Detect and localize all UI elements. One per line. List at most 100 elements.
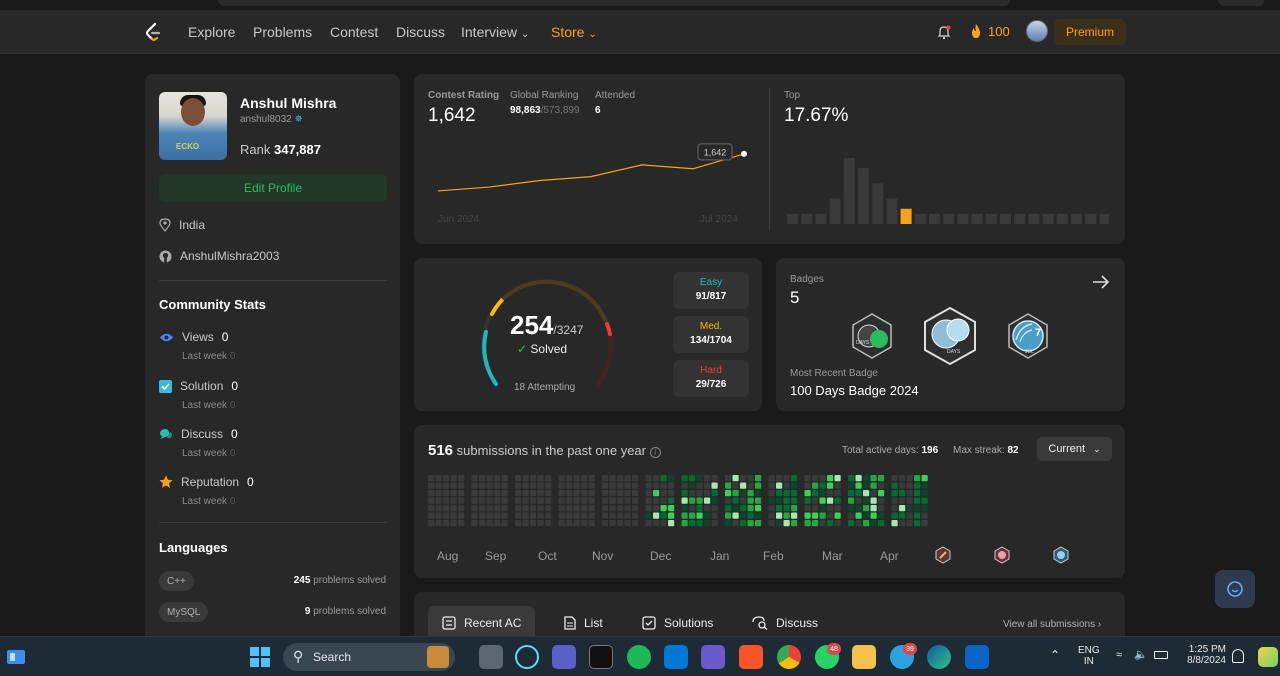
heatmap-cell[interactable] — [501, 505, 508, 512]
heatmap-cell[interactable] — [725, 512, 732, 519]
lang-tag-mysql[interactable]: MySQL — [159, 602, 209, 622]
heatmap-cell[interactable] — [870, 512, 877, 519]
heatmap-cell[interactable] — [878, 497, 885, 504]
heatmap-cell[interactable] — [711, 497, 718, 504]
month-badge-icon[interactable] — [1052, 546, 1070, 564]
heatmap-cell[interactable] — [588, 482, 595, 489]
heatmap-cell[interactable] — [522, 497, 529, 504]
heatmap-cell[interactable] — [428, 490, 435, 497]
clock[interactable]: 1:25 PM 8/8/2024 — [1180, 644, 1226, 666]
heatmap-cell[interactable] — [804, 505, 811, 512]
difficulty-easy[interactable]: Easy 91/817 — [673, 272, 749, 309]
heatmap-cell[interactable] — [450, 497, 457, 504]
heatmap-cell[interactable] — [704, 490, 711, 497]
edit-profile-button[interactable]: Edit Profile — [159, 174, 387, 202]
heatmap-cell[interactable] — [428, 475, 435, 482]
heatmap-cell[interactable] — [732, 512, 739, 519]
heatmap-cell[interactable] — [747, 497, 754, 504]
heatmap-cell[interactable] — [863, 475, 870, 482]
heatmap-cell[interactable] — [834, 475, 841, 482]
heatmap-cell[interactable] — [479, 497, 486, 504]
heatmap-cell[interactable] — [588, 512, 595, 519]
heatmap-cell[interactable] — [848, 520, 855, 527]
heatmap-cell[interactable] — [906, 520, 913, 527]
heatmap-cell[interactable] — [899, 520, 906, 527]
heatmap-cell[interactable] — [486, 490, 493, 497]
widgets-icon[interactable] — [6, 649, 26, 665]
heatmap-cell[interactable] — [522, 482, 529, 489]
heatmap-cell[interactable] — [891, 512, 898, 519]
edge-icon[interactable] — [927, 645, 951, 669]
heatmap-cell[interactable] — [783, 475, 790, 482]
heatmap-cell[interactable] — [921, 497, 928, 504]
heatmap-cell[interactable] — [545, 505, 552, 512]
heatmap-cell[interactable] — [435, 520, 442, 527]
heatmap-cell[interactable] — [458, 475, 465, 482]
heatmap-cell[interactable] — [812, 482, 819, 489]
heatmap-cell[interactable] — [617, 482, 624, 489]
heatmap-cell[interactable] — [632, 497, 639, 504]
heatmap-cell[interactable] — [443, 490, 450, 497]
heatmap-cell[interactable] — [725, 497, 732, 504]
heatmap-cell[interactable] — [711, 505, 718, 512]
heatmap-cell[interactable] — [581, 482, 588, 489]
heatmap-cell[interactable] — [515, 490, 522, 497]
heatmap-cell[interactable] — [581, 475, 588, 482]
premium-button[interactable]: Premium — [1054, 19, 1126, 45]
heatmap-cell[interactable] — [834, 482, 841, 489]
heatmap-cell[interactable] — [906, 505, 913, 512]
heatmap-cell[interactable] — [776, 475, 783, 482]
heatmap-cell[interactable] — [653, 520, 660, 527]
heatmap-cell[interactable] — [471, 512, 478, 519]
heatmap-cell[interactable] — [632, 482, 639, 489]
heatmap-cell[interactable] — [545, 490, 552, 497]
heatmap-cell[interactable] — [668, 497, 675, 504]
github-row[interactable]: AnshulMishra2003 — [159, 249, 279, 263]
heatmap-cell[interactable] — [899, 490, 906, 497]
heatmap-cell[interactable] — [689, 490, 696, 497]
heatmap-cell[interactable] — [566, 475, 573, 482]
heatmap-cell[interactable] — [863, 512, 870, 519]
heatmap-cell[interactable] — [791, 520, 798, 527]
heatmap-cell[interactable] — [768, 497, 775, 504]
heatmap-cell[interactable] — [573, 497, 580, 504]
heatmap-cell[interactable] — [494, 497, 501, 504]
brave-browser-icon[interactable] — [739, 645, 763, 669]
heatmap-cell[interactable] — [681, 490, 688, 497]
heatmap-cell[interactable] — [804, 520, 811, 527]
heatmap-cell[interactable] — [609, 520, 616, 527]
heatmap-cell[interactable] — [740, 512, 747, 519]
heatmap-cell[interactable] — [632, 475, 639, 482]
chevron-up-icon[interactable]: ⌃ — [1050, 648, 1061, 662]
heatmap-cell[interactable] — [515, 505, 522, 512]
heatmap-cell[interactable] — [848, 512, 855, 519]
heatmap-cell[interactable] — [755, 505, 762, 512]
heatmap-cell[interactable] — [819, 520, 826, 527]
heatmap-cell[interactable] — [791, 505, 798, 512]
heatmap-cell[interactable] — [776, 520, 783, 527]
heatmap-cell[interactable] — [732, 497, 739, 504]
heatmap-cell[interactable] — [921, 520, 928, 527]
heatmap-cell[interactable] — [914, 512, 921, 519]
heatmap-cell[interactable] — [689, 505, 696, 512]
heatmap-cell[interactable] — [458, 482, 465, 489]
heatmap-cell[interactable] — [921, 482, 928, 489]
heatmap-cell[interactable] — [827, 475, 834, 482]
heatmap-cell[interactable] — [443, 520, 450, 527]
heatmap-cell[interactable] — [588, 490, 595, 497]
heatmap-cell[interactable] — [558, 490, 565, 497]
heatmap-cell[interactable] — [689, 512, 696, 519]
heatmap-cell[interactable] — [791, 497, 798, 504]
heatmap-cell[interactable] — [573, 482, 580, 489]
heatmap-cell[interactable] — [515, 512, 522, 519]
heatmap-cell[interactable] — [711, 520, 718, 527]
tab-recent-ac[interactable]: Recent AC — [428, 606, 536, 640]
heatmap-cell[interactable] — [681, 505, 688, 512]
heatmap-cell[interactable] — [812, 475, 819, 482]
heatmap-cell[interactable] — [878, 482, 885, 489]
heatmap-cell[interactable] — [486, 497, 493, 504]
heatmap-cell[interactable] — [494, 520, 501, 527]
heatmap-cell[interactable] — [870, 490, 877, 497]
heatmap-cell[interactable] — [428, 512, 435, 519]
heatmap-cell[interactable] — [704, 512, 711, 519]
